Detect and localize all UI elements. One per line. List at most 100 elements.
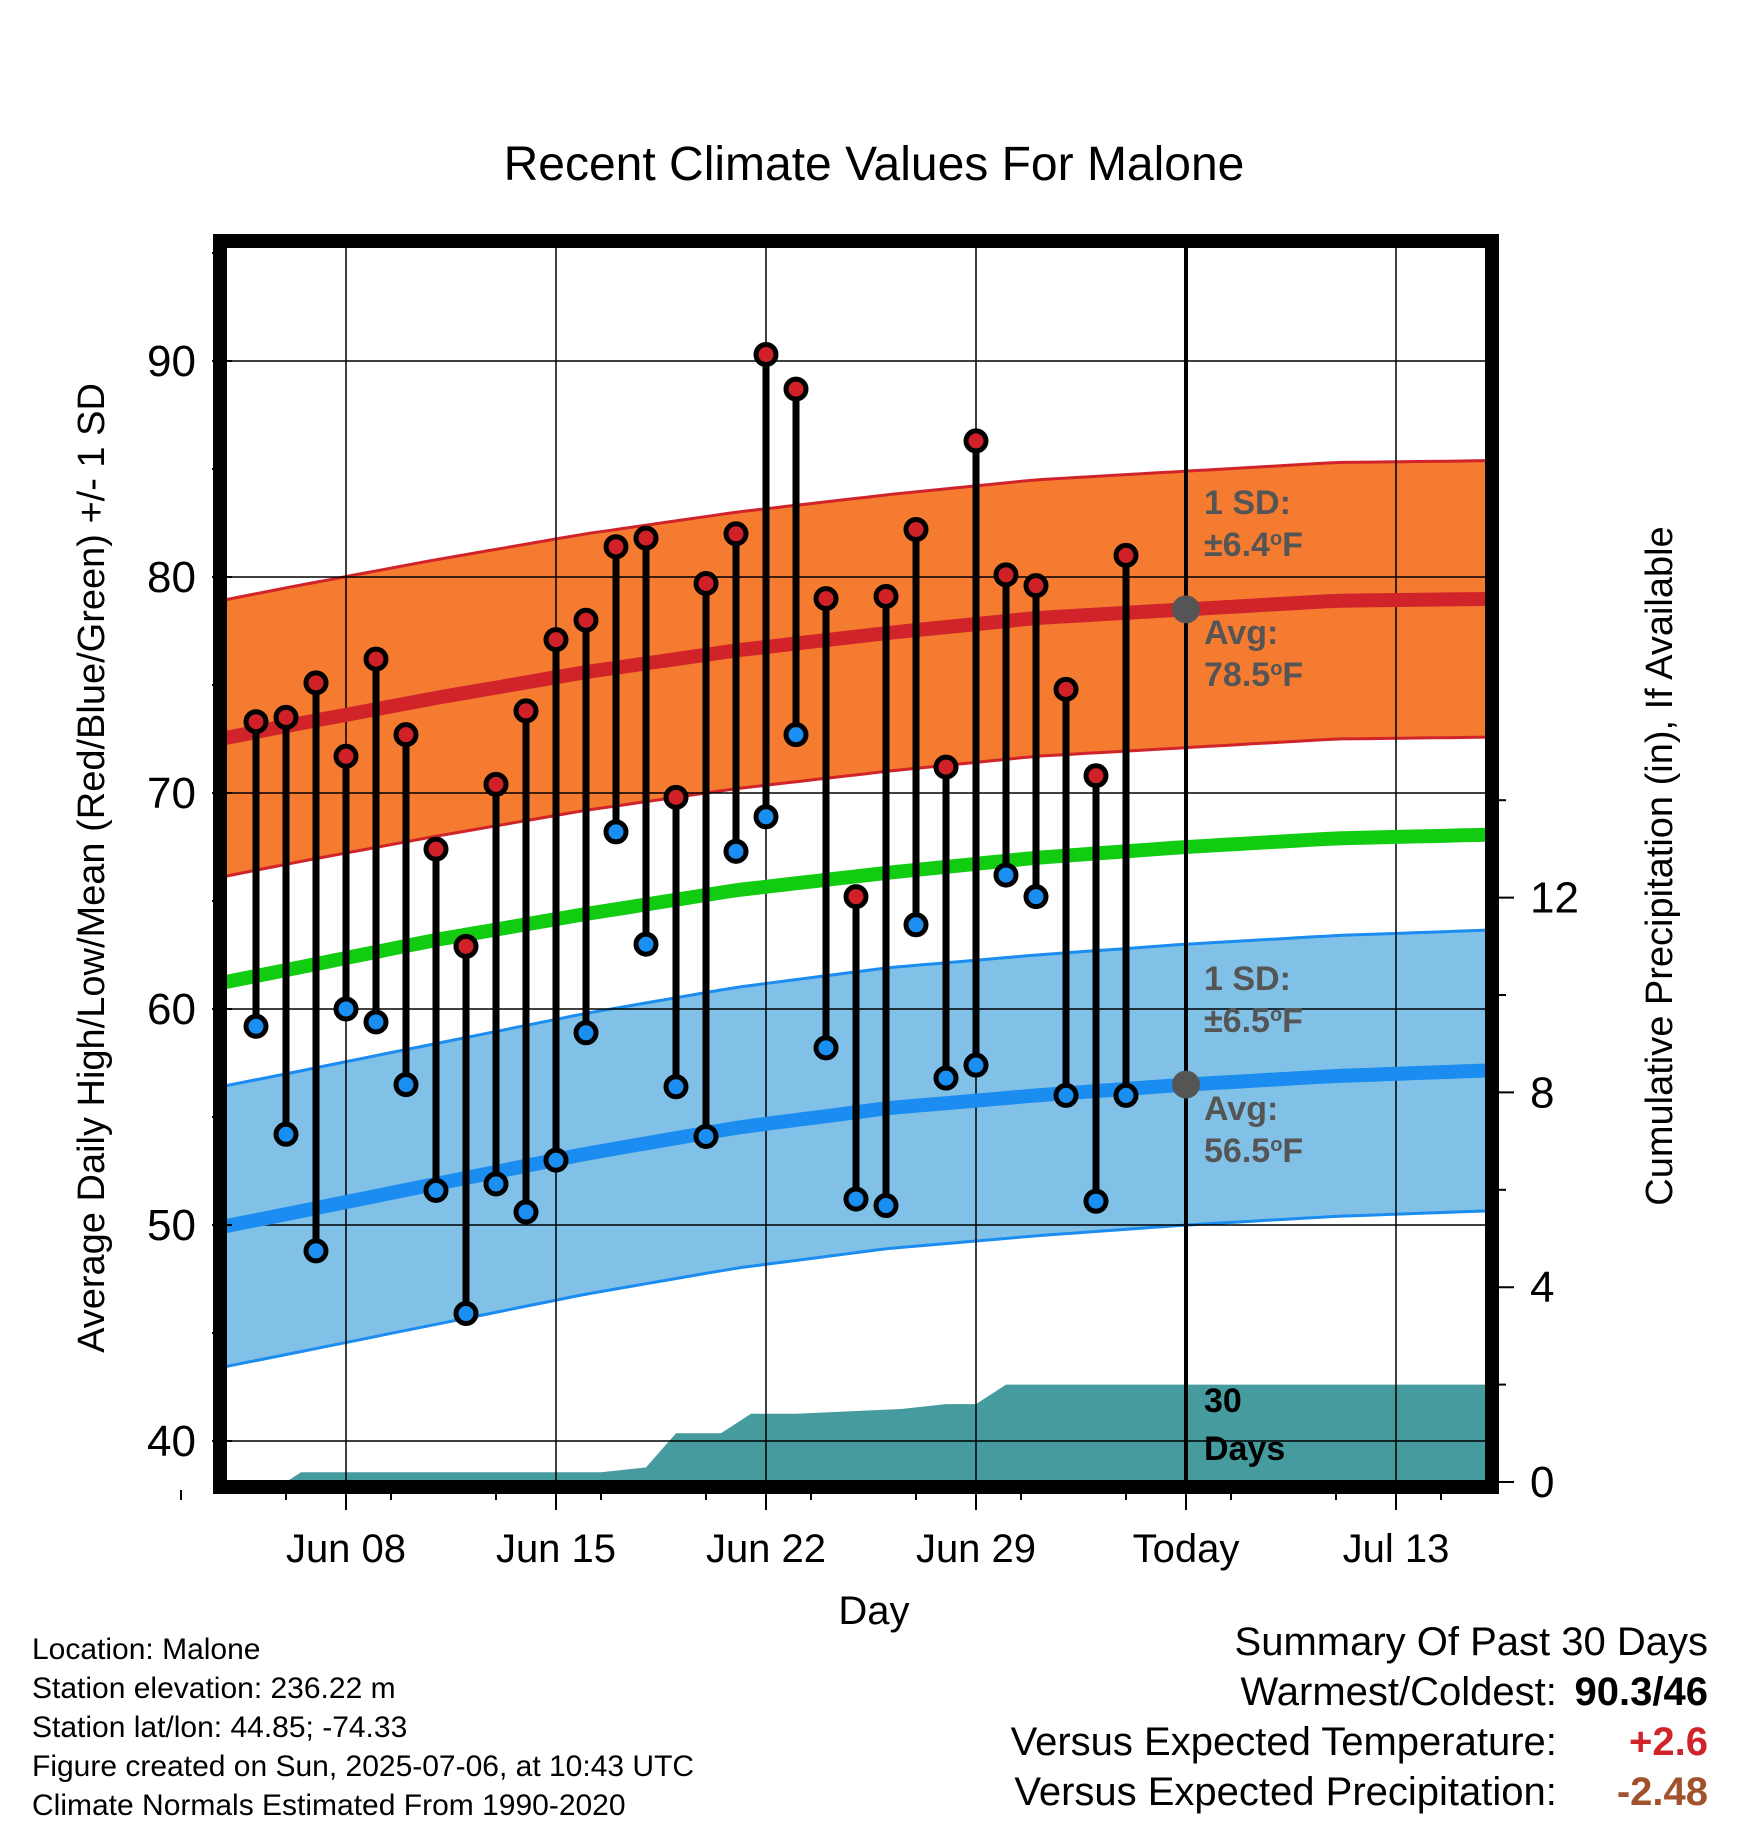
low-sd-lower-edge: [226, 1209, 1486, 1369]
chart-title: Recent Climate Values For Malone: [504, 138, 1245, 191]
low-temp-point: [513, 1199, 539, 1225]
y-tick-label: 90: [147, 337, 196, 386]
high-sd-upper-edge: [226, 459, 1486, 602]
low-temp-point: [273, 1121, 299, 1147]
low-temp-point: [423, 1177, 449, 1203]
low-temp-point: [1023, 884, 1049, 910]
high-temp-point: [633, 525, 659, 551]
low-temp-point: [603, 819, 629, 845]
high-temp-point: [813, 586, 839, 612]
low-avg-label: Avg:: [1204, 1090, 1278, 1128]
summary-title: Summary Of Past 30 Days: [1234, 1620, 1708, 1664]
low-temp-point: [903, 912, 929, 938]
y-tick-label: 60: [147, 985, 196, 1034]
today-avg-low-marker: [1172, 1070, 1200, 1099]
elevation-text: Station elevation: 236.22 m: [32, 1672, 396, 1705]
y-tick-label: 40: [147, 1417, 196, 1466]
low-temp-point: [783, 722, 809, 748]
y-tick-label: 70: [147, 769, 196, 818]
low-avg-value: 56.5oF: [1204, 1132, 1303, 1170]
y2-axis-label: Cumulative Precipitation (in), If Availa…: [1639, 526, 1681, 1205]
low-temp-point: [303, 1238, 329, 1264]
low-temp-point: [693, 1123, 719, 1149]
precip-anomaly-label: Versus Expected Precipitation:: [1014, 1770, 1557, 1814]
x-tick-label: Jun 29: [916, 1527, 1036, 1571]
high-temp-point: [1053, 676, 1079, 702]
low-temp-point: [243, 1013, 269, 1039]
precip-anomaly-value: -2.48: [1616, 1770, 1708, 1814]
low-temp-point: [993, 862, 1019, 888]
low-temp-point: [573, 1020, 599, 1046]
low-temp-point: [1083, 1188, 1109, 1214]
high-temp-point: [453, 933, 479, 959]
high-temp-point: [933, 754, 959, 780]
low-sd-label: 1 SD:: [1204, 960, 1291, 998]
low-temp-point: [483, 1171, 509, 1197]
high-temp-point: [513, 698, 539, 724]
y-tick-label: 50: [147, 1201, 196, 1250]
low-temp-point: [963, 1052, 989, 1078]
high-temp-point: [573, 607, 599, 633]
high-avg-label: Avg:: [1204, 614, 1278, 652]
high-temp-point: [543, 627, 569, 653]
avg-high-line: [226, 591, 1486, 746]
high-temp-point: [363, 646, 389, 672]
low-temp-point: [753, 804, 779, 830]
axes: Day Average Daily High/Low/Mean (Red/Blu…: [71, 252, 1681, 1633]
high-temp-point: [1113, 542, 1139, 568]
high-sd-label: 1 SD:: [1204, 484, 1291, 522]
y2-tick-label: 0: [1530, 1458, 1554, 1507]
plot-content: 1 SD: ±6.4oF Avg: 78.5oF 1 SD: ±6.5oF Avg: 56.5…: [226, 247, 1486, 1481]
low-temp-point: [1053, 1082, 1079, 1108]
high-temp-point: [603, 534, 629, 560]
location-text: Location: Malone: [32, 1633, 261, 1666]
low-temp-point: [843, 1186, 869, 1212]
low-temp-point: [933, 1065, 959, 1091]
precip-area: [287, 1384, 1486, 1481]
high-temp-point: [1023, 573, 1049, 599]
warmest-coldest-value: 90.3/46: [1574, 1670, 1708, 1714]
days-count-number: 30: [1204, 1382, 1242, 1420]
low-sd-value: ±6.5oF: [1204, 1002, 1303, 1040]
x-tick-label: Jun 15: [496, 1527, 616, 1571]
high-temp-point: [843, 884, 869, 910]
high-temp-point: [423, 836, 449, 862]
avg-mean-line: [226, 827, 1486, 990]
low-sd-upper-edge: [226, 928, 1486, 1088]
low-temp-point: [453, 1301, 479, 1327]
temp-anomaly-label: Versus Expected Temperature:: [1010, 1720, 1557, 1764]
y-axis-label: Average Daily High/Low/Mean (Red/Blue/Gr…: [71, 383, 113, 1353]
low-temp-point: [663, 1074, 689, 1100]
high-sd-value: ±6.4oF: [1204, 526, 1303, 564]
low-temp-point: [393, 1072, 419, 1098]
summary-panel: Summary Of Past 30 Days Warmest/Coldest:…: [1011, 1617, 1708, 1817]
low-sd-band: [226, 930, 1486, 1367]
x-tick-label: Today: [1133, 1527, 1240, 1571]
high-temp-point: [243, 709, 269, 735]
x-tick-label: Jun 22: [706, 1527, 826, 1571]
high-temp-point: [873, 583, 899, 609]
high-temp-point: [303, 670, 329, 696]
x-axis-label: Day: [838, 1589, 909, 1633]
high-avg-value: 78.5oF: [1204, 656, 1303, 694]
high-temp-point: [753, 342, 779, 368]
y2-tick-label: 12: [1530, 874, 1579, 923]
station-info: Location: Malone Station elevation: 236.…: [32, 1630, 694, 1825]
plot-area: 1 SD: ±6.4oF Avg: 78.5oF 1 SD: ±6.5oF Avg: 56.5…: [213, 234, 1499, 1494]
high-temp-point: [783, 376, 809, 402]
high-temp-point: [963, 428, 989, 454]
high-sd-lower-edge: [226, 735, 1486, 878]
high-temp-point: [393, 722, 419, 748]
latlon-text: Station lat/lon: 44.85; -74.33: [32, 1711, 408, 1744]
high-temp-point: [273, 704, 299, 730]
high-sd-band: [226, 460, 1486, 877]
y-tick-label: 80: [147, 553, 196, 602]
high-temp-point: [333, 743, 359, 769]
warmest-coldest-label: Warmest/Coldest:: [1240, 1670, 1557, 1714]
high-temp-point: [483, 771, 509, 797]
high-temp-point: [1083, 763, 1109, 789]
low-temp-point: [543, 1147, 569, 1173]
high-temp-point: [723, 521, 749, 547]
days-count-label: Days: [1204, 1430, 1285, 1468]
